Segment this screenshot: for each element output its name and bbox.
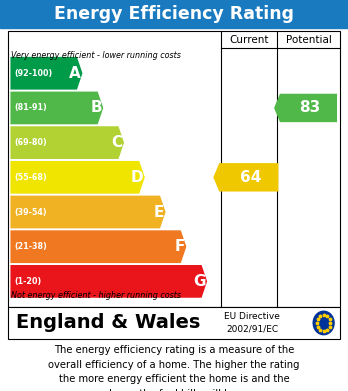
Text: (39-54): (39-54) <box>15 208 47 217</box>
Text: A: A <box>69 66 81 81</box>
Text: Not energy efficient - higher running costs: Not energy efficient - higher running co… <box>11 291 181 300</box>
Text: 64: 64 <box>240 170 261 185</box>
Bar <box>0 0 348 28</box>
Text: (69-80): (69-80) <box>15 138 47 147</box>
Circle shape <box>313 311 334 335</box>
Text: B: B <box>90 100 102 115</box>
Polygon shape <box>213 163 278 192</box>
Text: EU Directive
2002/91/EC: EU Directive 2002/91/EC <box>224 312 280 334</box>
Text: G: G <box>193 274 206 289</box>
Text: (92-100): (92-100) <box>15 69 53 78</box>
Text: C: C <box>111 135 122 150</box>
Polygon shape <box>10 161 145 194</box>
Text: D: D <box>131 170 143 185</box>
Text: (81-91): (81-91) <box>15 104 47 113</box>
Polygon shape <box>10 230 187 263</box>
Text: F: F <box>175 239 185 254</box>
Text: England & Wales: England & Wales <box>16 314 201 332</box>
Polygon shape <box>10 57 82 90</box>
Text: Energy Efficiency Rating: Energy Efficiency Rating <box>54 5 294 23</box>
Text: Very energy efficient - lower running costs: Very energy efficient - lower running co… <box>11 51 181 60</box>
Text: (55-68): (55-68) <box>15 173 47 182</box>
Polygon shape <box>10 196 166 228</box>
Polygon shape <box>10 265 207 298</box>
Text: Potential: Potential <box>286 35 331 45</box>
Text: 83: 83 <box>300 100 321 115</box>
Polygon shape <box>10 126 124 159</box>
Polygon shape <box>10 91 103 124</box>
Bar <box>8 31 340 307</box>
Text: (1-20): (1-20) <box>15 277 42 286</box>
Polygon shape <box>274 94 337 122</box>
Text: E: E <box>154 204 164 219</box>
Text: Current: Current <box>229 35 269 45</box>
Bar <box>8 307 340 339</box>
Text: The energy efficiency rating is a measure of the
overall efficiency of a home. T: The energy efficiency rating is a measur… <box>48 346 300 391</box>
Text: (21-38): (21-38) <box>15 242 47 251</box>
